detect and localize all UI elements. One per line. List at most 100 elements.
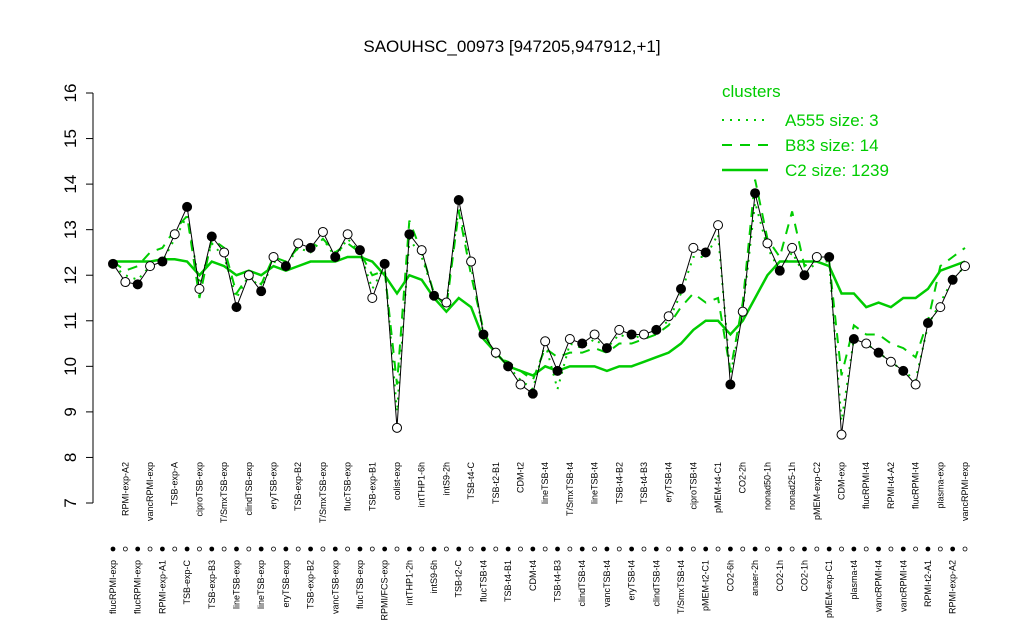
category-dot (727, 546, 733, 552)
category-dot (493, 546, 499, 552)
data-point (379, 258, 390, 269)
category-dot (258, 546, 264, 552)
category-dot (962, 546, 968, 552)
x-tick-label: ciproTSB-exp (194, 462, 204, 517)
category-dot (246, 546, 252, 552)
data-point (120, 277, 131, 288)
x-tick-label: TSB-exp-B2 (306, 560, 316, 609)
data-point (960, 261, 970, 272)
category-dot (221, 546, 227, 552)
x-tick-label: TSB-t4-B2 (614, 462, 624, 504)
x-tick-label: clindTSB-exp (244, 462, 254, 516)
category-dot (369, 546, 375, 552)
category-dot (740, 546, 746, 552)
x-tick-label: vancRPMI-t4 (898, 560, 908, 612)
x-tick-label: lineTSB-t4 (540, 462, 550, 504)
category-dot (802, 546, 807, 552)
x-tick-label: plasma-t4 (849, 560, 859, 600)
data-point (305, 242, 316, 253)
category-dot (283, 546, 289, 552)
legend-label: C2 size: 1239 (785, 161, 889, 180)
data-point (737, 306, 748, 317)
category-dot (678, 546, 684, 552)
data-point (824, 252, 835, 262)
category-dot (159, 546, 165, 552)
category-dot (715, 546, 721, 552)
category-dot (592, 546, 597, 552)
data-point (663, 311, 674, 322)
x-tick-label: anaer-2h (750, 560, 760, 596)
y-tick-label: 11 (61, 312, 80, 330)
category-dot (826, 546, 832, 552)
category-dot (172, 546, 178, 552)
x-tick-label: T/SmxTSB-t4 (565, 462, 575, 516)
x-tick-label: T/SmxTSB-exp (219, 462, 229, 523)
x-tick-label: flucRPMI-exp (133, 560, 143, 614)
category-dot (653, 546, 659, 552)
x-tick-label: CDM-t4 (528, 560, 538, 591)
x-tick-label: nonad25-1h (787, 462, 797, 510)
data-point (885, 356, 896, 367)
cluster-line (112, 202, 966, 422)
x-tick-label: CO2-1h (799, 560, 809, 592)
data-point (527, 388, 538, 399)
category-dot (431, 546, 437, 552)
category-dot (703, 546, 709, 552)
data-point (317, 226, 328, 237)
data-point (589, 329, 600, 340)
data-point (392, 422, 402, 433)
data-point (626, 329, 637, 340)
legend-title: clusters (722, 82, 781, 101)
data-point (910, 379, 921, 390)
category-dot (913, 546, 919, 552)
category-dot (814, 546, 820, 552)
data-point (256, 286, 267, 297)
y-tick-label: 16 (61, 84, 80, 103)
x-tick-label: clindTSB-t4 (577, 560, 587, 607)
category-dot (888, 546, 894, 552)
category-dot (394, 546, 400, 552)
data-point (799, 270, 810, 281)
y-tick-label: 9 (61, 407, 80, 416)
y-tick-label: 15 (61, 129, 80, 148)
category-dot (752, 546, 758, 552)
x-tick-label: vancRPMI-exp (960, 462, 970, 521)
data-point (503, 361, 514, 372)
cluster-line (113, 255, 966, 377)
x-tick-label: T/SmxTSB-t4 (676, 560, 686, 614)
x-tick-label: TSB-t4-C (466, 462, 476, 500)
category-dot (542, 546, 548, 552)
x-tick-label: T/SmxTSB-exp (318, 462, 328, 523)
category-dot (518, 546, 523, 552)
data-point (898, 365, 909, 376)
data-point (651, 324, 662, 335)
category-dot (197, 546, 202, 552)
data-point (836, 429, 847, 440)
data-point (750, 188, 761, 199)
data-point (404, 229, 415, 240)
category-dot (345, 546, 351, 552)
category-dot (900, 546, 906, 552)
category-dot (184, 546, 190, 552)
category-dot (110, 546, 116, 552)
data-point (922, 318, 933, 329)
x-tick-label: pMEM-exp-C1 (824, 560, 834, 618)
category-dot (320, 546, 326, 552)
category-dot (863, 546, 869, 552)
legend-label: A555 size: 3 (785, 111, 879, 130)
data-point (787, 242, 798, 253)
data-point (157, 256, 168, 267)
category-dot (271, 546, 276, 552)
data-point (194, 283, 205, 294)
data-point (182, 201, 193, 212)
category-dot (481, 546, 486, 552)
x-tick-label: TSB-t4-B3 (553, 560, 563, 602)
x-tick-label: RPMI-t2-A1 (923, 560, 933, 607)
category-dot (135, 546, 141, 552)
x-tick-label: colist-exp (392, 462, 402, 500)
data-point (453, 195, 464, 206)
y-tick-label: 8 (61, 453, 80, 462)
y-tick-label: 13 (61, 220, 80, 239)
category-dot (567, 546, 573, 552)
